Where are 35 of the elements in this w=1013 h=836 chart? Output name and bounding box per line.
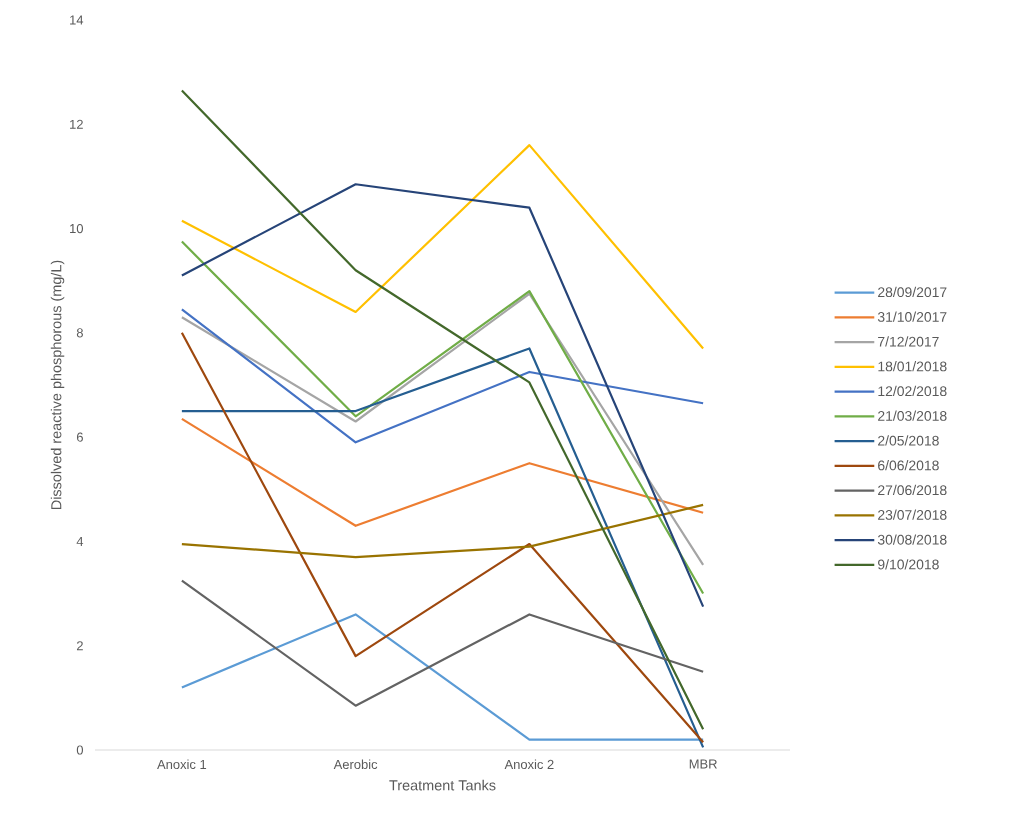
legend-label: 12/02/2018 [878,385,947,397]
legend-label: 2/05/2018 [878,435,939,446]
y-axis-title: Dissolved reactive phosphorous (mg/L) [50,260,65,510]
legend-label: 7/12/2017 [878,336,939,347]
legend-label: 23/07/2018 [878,509,947,520]
legend-label: 30/08/2018 [877,534,947,545]
legend-label: 28/09/2017 [878,286,947,298]
line-series [180,183,705,608]
line-series [180,144,705,350]
y-tick-label: 6 [76,432,83,442]
x-tick-label: MBR [689,759,717,769]
y-tick-label: 2 [76,641,83,651]
y-tick-label: 0 [76,745,84,755]
line-series [180,89,705,731]
x-tick-label: Anoxic 2 [504,759,554,770]
line-series [180,417,705,527]
line-series [180,308,705,444]
legend-label: 9/10/2018 [878,559,939,570]
x-axis-title: Treatment Tanks [389,779,496,791]
legend-label: 21/03/2018 [878,410,947,421]
line-series [180,292,705,566]
y-tick-label: 4 [76,536,84,546]
y-tick-label: 14 [70,15,84,25]
x-tick-label: Aerobic [333,759,378,770]
x-tick-label: Anoxic 1 [157,759,207,770]
legend-label: 18/01/2018 [878,361,947,372]
y-tick-label: 8 [76,328,83,338]
legend-label: 31/10/2017 [877,311,947,322]
legend-label: 27/06/2018 [878,484,947,496]
line-series [180,503,705,559]
legend-label: 6/06/2018 [878,460,939,471]
y-tick-label: 10 [70,223,84,234]
y-tick-label: 12 [70,119,83,129]
line-series [180,240,705,595]
line-series [180,579,705,707]
